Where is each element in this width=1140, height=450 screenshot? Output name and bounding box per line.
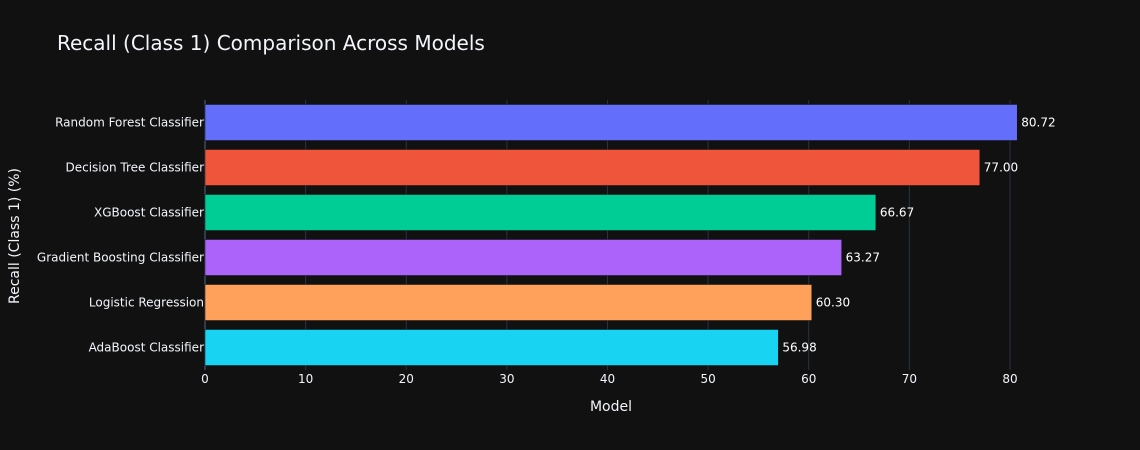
bar[interactable] <box>204 284 813 321</box>
bar[interactable] <box>204 329 779 366</box>
x-tick-label: 40 <box>600 372 615 386</box>
x-tick-label: 60 <box>801 372 816 386</box>
y-tick-label: Decision Tree Classifier <box>66 161 205 175</box>
bar[interactable] <box>204 239 842 276</box>
y-tick-label: XGBoost Classifier <box>94 206 204 220</box>
x-tick-label: 70 <box>902 372 917 386</box>
x-tick-label: 30 <box>499 372 514 386</box>
y-tick-label: Logistic Regression <box>89 296 204 310</box>
x-tick-label: 80 <box>1002 372 1017 386</box>
bar-value-label: 63.27 <box>846 251 880 265</box>
data-labels: 80.72 77.00 66.67 63.27 60.30 56.98 <box>782 116 1055 355</box>
bar-value-label: 66.67 <box>880 206 914 220</box>
bar[interactable] <box>204 104 1018 141</box>
x-tick-label: 50 <box>700 372 715 386</box>
x-tick-labels: 0 10 20 30 40 50 60 70 80 <box>201 372 1017 386</box>
x-tick-label: 0 <box>201 372 209 386</box>
bars <box>204 104 1018 366</box>
bar-value-label: 56.98 <box>782 341 816 355</box>
y-axis-title: Recall (Class 1) (%) <box>7 168 23 304</box>
bar-value-label: 77.00 <box>984 161 1018 175</box>
bar[interactable] <box>204 149 981 186</box>
x-axis-title: Model <box>590 399 632 415</box>
x-tick-label: 20 <box>399 372 414 386</box>
x-tick-label: 10 <box>298 372 313 386</box>
bar-value-label: 60.30 <box>816 296 850 310</box>
y-tick-label: AdaBoost Classifier <box>89 341 205 355</box>
y-tick-label: Gradient Boosting Classifier <box>37 251 204 265</box>
y-tick-labels: Random Forest Classifier Decision Tree Cl… <box>37 116 204 355</box>
gridlines <box>204 100 1011 370</box>
y-tick-label: Random Forest Classifier <box>55 116 204 130</box>
bar[interactable] <box>204 194 877 231</box>
chart-title: Recall (Class 1) Comparison Across Model… <box>57 31 485 55</box>
bar-value-label: 80.72 <box>1021 116 1055 130</box>
